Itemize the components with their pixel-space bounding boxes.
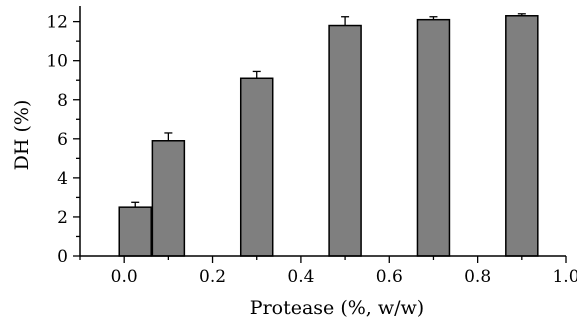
bar bbox=[416, 18, 451, 257]
bars bbox=[118, 15, 539, 257]
y-tick-label: 6 bbox=[57, 130, 68, 150]
bar bbox=[151, 140, 186, 257]
x-tick-label: 0.6 bbox=[376, 267, 403, 287]
y-tick-label: 2 bbox=[57, 208, 68, 228]
x-tick-label: 0.8 bbox=[464, 267, 491, 287]
x-tick-label: 0.2 bbox=[199, 267, 226, 287]
y-tick-label: 8 bbox=[57, 91, 68, 111]
x-tick-label: 0.0 bbox=[111, 267, 138, 287]
y-tick-label: 0 bbox=[57, 247, 68, 267]
error-bars bbox=[131, 13, 526, 208]
x-tick-label: 0.4 bbox=[287, 267, 314, 287]
bar bbox=[118, 206, 152, 257]
bar bbox=[505, 15, 539, 257]
y-tick-label: 10 bbox=[46, 52, 68, 72]
y-axis-label: DH (%) bbox=[11, 100, 33, 171]
bar bbox=[328, 24, 362, 257]
x-tick-label: 1.0 bbox=[552, 267, 577, 287]
x-axis-label: Protease (%, w/w) bbox=[250, 297, 424, 319]
y-tick-label: 4 bbox=[57, 169, 68, 189]
axes bbox=[79, 6, 566, 257]
y-tick-label: 12 bbox=[46, 13, 68, 33]
bar bbox=[239, 77, 274, 257]
ticks: 0 2 4 6 8 10 12 0.0 0.2 0.4 0.6 0.8 1.0 bbox=[46, 13, 577, 287]
